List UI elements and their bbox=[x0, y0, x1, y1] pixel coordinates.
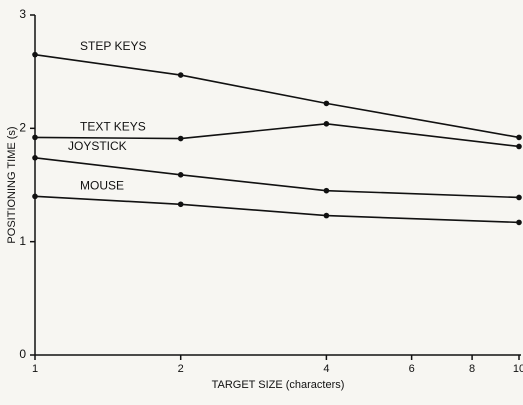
data-point bbox=[516, 219, 522, 226]
data-point bbox=[516, 143, 522, 150]
x-tick-label: 8 bbox=[469, 363, 475, 375]
y-tick-label: 1 bbox=[19, 234, 26, 248]
data-point bbox=[32, 155, 38, 161]
data-point bbox=[323, 121, 330, 127]
series-label: JOYSTICK bbox=[68, 139, 127, 153]
data-point bbox=[177, 72, 184, 78]
x-axis-label: TARGET SIZE (characters) bbox=[212, 379, 345, 391]
x-tick-label: 4 bbox=[323, 363, 329, 375]
series-line bbox=[34, 53, 520, 139]
data-point bbox=[516, 134, 522, 141]
data-point bbox=[32, 193, 38, 200]
x-tick-label: 10 bbox=[513, 363, 523, 375]
data-point bbox=[516, 194, 522, 201]
y-axis-label: POSITIONING TIME (s) bbox=[6, 126, 18, 243]
series-label: TEXT KEYS bbox=[80, 120, 146, 134]
data-point bbox=[32, 134, 38, 141]
data-point bbox=[32, 51, 38, 58]
data-point bbox=[323, 187, 330, 194]
data-point bbox=[177, 201, 184, 208]
x-tick-label: 6 bbox=[409, 363, 415, 375]
y-tick-label: 3 bbox=[19, 7, 26, 21]
y-tick-label: 0 bbox=[19, 347, 26, 361]
x-tick-label: 2 bbox=[178, 363, 184, 375]
x-tick-label: 1 bbox=[32, 363, 38, 375]
y-tick-label: 2 bbox=[19, 121, 26, 135]
series-label: MOUSE bbox=[80, 179, 124, 193]
series-label: STEP KEYS bbox=[80, 39, 146, 53]
series-line bbox=[34, 122, 520, 148]
data-point bbox=[323, 100, 330, 107]
series-line bbox=[34, 157, 520, 199]
data-point bbox=[177, 172, 184, 178]
series-line bbox=[34, 195, 520, 224]
data-point bbox=[323, 212, 330, 219]
data-point bbox=[177, 135, 184, 142]
